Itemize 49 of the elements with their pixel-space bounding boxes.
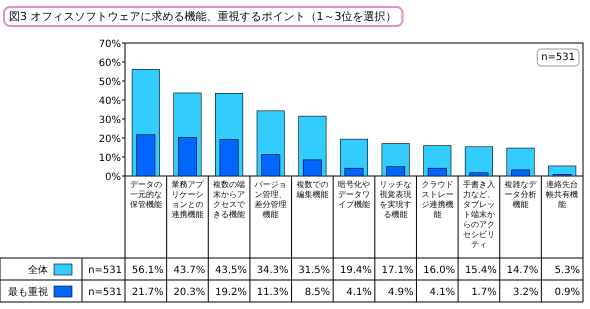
data-label: 8.5%: [304, 287, 330, 298]
x-tick-label: 複数での編集機能: [295, 180, 328, 199]
data-label: 15.4%: [464, 265, 497, 276]
data-label: 1.7%: [471, 287, 497, 298]
data-label: 4.9%: [388, 287, 414, 298]
data-label: 3.2%: [512, 287, 538, 298]
data-label: 11.3%: [256, 287, 289, 298]
data-label: 16.0%: [423, 265, 456, 276]
data-label: 43.7%: [173, 265, 206, 276]
y-tick-label: 70%: [98, 39, 121, 50]
n-note: n=531: [536, 48, 580, 66]
y-tick-label: 60%: [98, 58, 121, 69]
data-label: 31.5%: [298, 265, 330, 276]
title: 図3 オフィスソフトウェアに求める機能、重視するポイント（1～3位を選択）: [3, 6, 404, 27]
x-tick-label: 業務アプリケーションとの連携機能: [171, 180, 204, 219]
y-tick-label: 0%: [105, 172, 121, 183]
text: n=531: [88, 265, 122, 276]
data-label: 0.9%: [554, 287, 580, 298]
data-label: 20.3%: [173, 287, 206, 298]
data-label: 19.2%: [215, 287, 247, 298]
data-label: 21.7%: [132, 287, 164, 298]
x-tick-label: 複雑なデータ分析機能: [504, 180, 538, 209]
data-label: 4.1%: [346, 287, 372, 298]
y-tick-label: 10%: [98, 153, 121, 164]
x-tick-label: リッチな視覚表現を実現する機能: [380, 180, 412, 219]
legend-label: 全体: [28, 264, 48, 276]
legend-label: 最も重視: [8, 286, 48, 298]
data-label: 56.1%: [132, 265, 164, 276]
data-label: 17.1%: [382, 265, 414, 276]
x-tick-label: 連絡先台帳共有機能: [546, 180, 578, 209]
data-label: 4.1%: [430, 287, 456, 298]
chart-title: 図3 オフィスソフトウェアに求める機能、重視するポイント（1～3位を選択）: [9, 10, 396, 23]
y-tick-label: 20%: [98, 134, 121, 145]
x-tick-label: データの一元的な保管機能: [130, 180, 162, 209]
y-tick-label: 40%: [98, 96, 121, 107]
x-tick-label: クラウドストレージ連携機能: [421, 180, 454, 219]
text: n=531: [88, 287, 122, 298]
data-label: 14.7%: [506, 265, 538, 276]
annotation: n=531: [541, 52, 575, 63]
data-label: 5.3%: [554, 265, 580, 276]
x-tick-label: 暗号化やデータワイプ機能: [338, 180, 370, 209]
x-tick-label: 手書き入力など、タブレット端末からのアクセシビリティ: [462, 180, 495, 249]
y-tick-label: 50%: [98, 77, 121, 88]
data-label: 19.4%: [340, 265, 372, 276]
y-tick-label: 30%: [98, 115, 121, 126]
data-label: 34.3%: [256, 265, 289, 276]
x-tick-label: バージョン管理、差分管理機能: [254, 180, 287, 219]
data-label: 43.5%: [215, 265, 247, 276]
x-tick-label: 複数の端末からアクセスできる機能: [213, 180, 246, 219]
